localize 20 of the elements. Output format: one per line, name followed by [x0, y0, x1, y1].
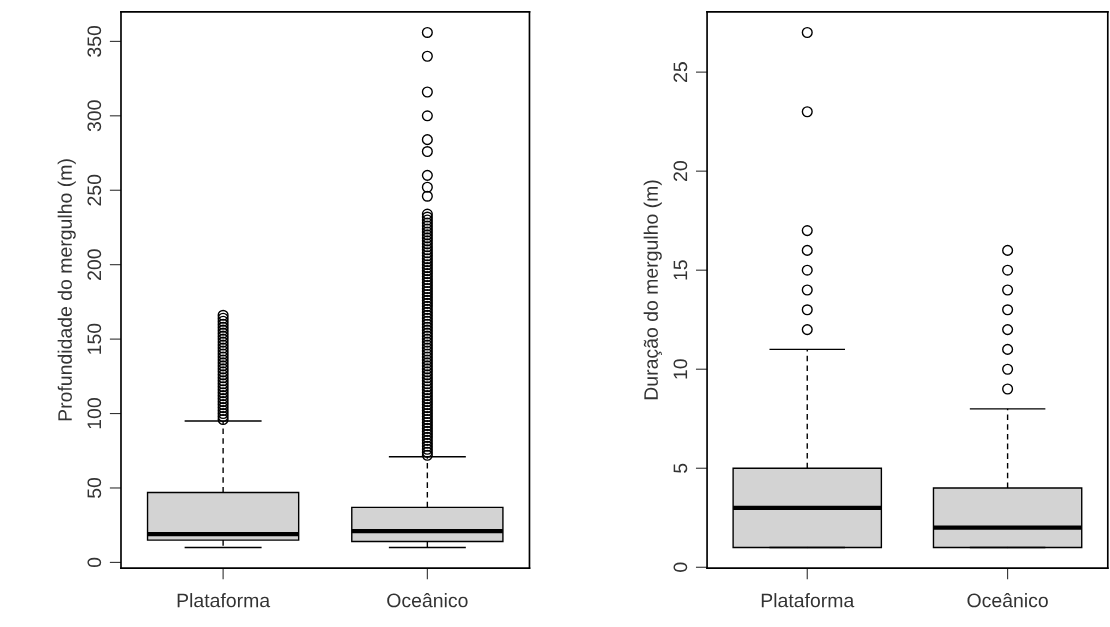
- y-tick-label: 0: [87, 557, 102, 568]
- y-tick-label: 150: [87, 323, 102, 354]
- y-tick-label: 200: [87, 249, 102, 280]
- x-tick-label: Oceânico: [387, 593, 468, 608]
- y-tick-label: 250: [87, 174, 102, 206]
- x-tick-label: Oceânico: [967, 593, 1048, 608]
- x-tick-label: Plataforma: [177, 593, 271, 608]
- y-tick-label: 10: [673, 359, 688, 379]
- y-tick-label: 25: [673, 62, 688, 82]
- y-tick-label: 300: [87, 100, 102, 132]
- y-tick-label: 0: [673, 562, 688, 572]
- y-axis-title: Profundidade do mergulho (m): [57, 159, 76, 421]
- y-tick-label: 350: [87, 25, 102, 57]
- y-tick-label: 50: [87, 477, 102, 499]
- y-tick-label: 20: [673, 161, 688, 181]
- y-tick-label: 15: [673, 260, 688, 280]
- x-tick-label: Plataforma: [761, 593, 855, 608]
- y-tick-label: 5: [673, 463, 688, 473]
- y-axis-title: Duração do mergulho (m): [643, 180, 662, 400]
- y-tick-label: 100: [87, 398, 102, 429]
